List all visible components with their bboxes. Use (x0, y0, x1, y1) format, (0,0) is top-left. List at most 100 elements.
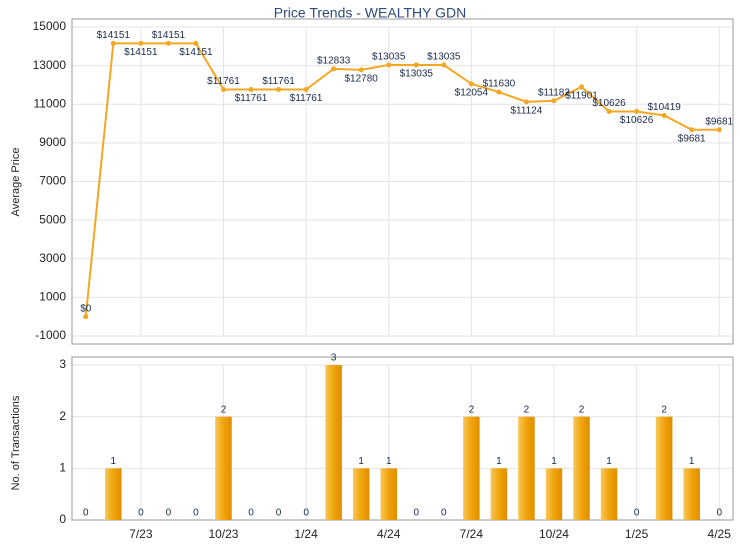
value-label: $13035 (400, 69, 434, 80)
point (193, 40, 199, 46)
point (331, 66, 337, 72)
point (468, 81, 474, 87)
value-label: $11182 (538, 87, 570, 98)
value-label: 1 (551, 456, 557, 467)
value-label: $9681 (678, 133, 706, 144)
value-label: $10626 (592, 98, 626, 109)
y-tick-label: 1000 (39, 290, 66, 304)
price-line (84, 42, 720, 317)
value-label: $11901 (565, 90, 598, 101)
value-label: 2 (661, 404, 667, 415)
y-tick-label: -1000 (35, 328, 66, 342)
point (276, 87, 282, 93)
y-tick-label: 11000 (34, 96, 67, 110)
y-axis-label: Average Price (10, 148, 22, 217)
value-label: 0 (193, 508, 199, 519)
point (551, 98, 557, 104)
plot-frame (71, 18, 734, 345)
x-tick-label: 1/25 (625, 527, 649, 541)
point (386, 62, 392, 68)
value-label: 0 (413, 508, 419, 519)
point (138, 40, 144, 46)
chart-title: Price Trends - WEALTHY GDN (274, 5, 466, 21)
bar (352, 468, 370, 520)
value-label: 3 (331, 353, 337, 364)
value-label: 1 (606, 456, 612, 467)
bar (215, 416, 232, 520)
y-tick-label: 13000 (33, 58, 67, 72)
bar (380, 468, 397, 520)
y-tick-label: 5000 (39, 212, 66, 226)
y-tick-label: 2 (59, 409, 66, 423)
value-label: $11761 (207, 76, 240, 87)
bar (600, 468, 618, 520)
bar (105, 468, 122, 520)
point (496, 89, 502, 95)
value-label: 1 (496, 456, 502, 467)
y-tick-label: 7000 (39, 174, 66, 188)
value-label: $9681 (705, 116, 733, 127)
point (413, 62, 419, 68)
point (248, 87, 254, 93)
point (634, 108, 640, 114)
point (165, 40, 171, 46)
value-label: 0 (166, 508, 172, 519)
value-label: $11630 (483, 79, 516, 90)
point (579, 84, 585, 90)
bar (573, 416, 590, 520)
y-tick-label: 3 (59, 357, 66, 371)
x-tick-label: 10/24 (539, 527, 569, 541)
value-label: 0 (716, 508, 722, 519)
x-tick-label: 1/24 (294, 527, 318, 541)
x-tick-label: 7/24 (460, 527, 484, 541)
point (358, 67, 364, 73)
point (606, 108, 612, 114)
point (689, 127, 695, 133)
value-label: $11124 (510, 105, 542, 116)
bar (325, 365, 342, 520)
point (716, 127, 722, 133)
point (220, 87, 226, 93)
value-label: 0 (441, 508, 447, 519)
bar (655, 416, 673, 520)
point (303, 87, 309, 93)
value-label: $14151 (152, 30, 186, 41)
value-label: $12833 (317, 55, 351, 66)
value-label: 2 (524, 404, 530, 415)
value-label: 2 (221, 404, 227, 415)
value-label: $12780 (345, 74, 379, 85)
point (441, 62, 447, 68)
bar (545, 468, 563, 520)
value-label: 0 (276, 508, 282, 519)
bar (463, 416, 480, 520)
x-tick-label: 4/25 (708, 527, 732, 541)
value-label: $14151 (179, 47, 213, 58)
value-label: $13035 (427, 52, 461, 63)
value-label: $10626 (620, 115, 654, 126)
point (523, 99, 529, 105)
value-label: $13035 (372, 52, 406, 63)
value-label: 1 (386, 456, 392, 467)
value-label: 0 (303, 508, 309, 519)
y-axis-label: No. of Transactions (10, 395, 22, 490)
x-tick-label: 4/24 (377, 527, 401, 541)
point (661, 112, 667, 118)
value-label: $14151 (124, 47, 158, 58)
value-label: 0 (634, 508, 640, 519)
value-label: 1 (689, 456, 695, 467)
bar (518, 416, 535, 520)
y-tick-label: 15000 (33, 19, 67, 33)
value-label: 0 (83, 508, 89, 519)
x-tick-label: 10/23 (208, 527, 238, 541)
y-tick-label: 1 (59, 461, 66, 475)
point (110, 40, 116, 46)
value-label: 1 (358, 456, 364, 467)
value-label: 1 (111, 456, 117, 467)
value-label: $12054 (455, 88, 489, 99)
value-label: 0 (248, 508, 254, 519)
point (83, 314, 89, 320)
value-label: 0 (138, 508, 144, 519)
y-tick-label: 0 (59, 512, 66, 526)
x-tick-label: 7/23 (129, 527, 153, 541)
